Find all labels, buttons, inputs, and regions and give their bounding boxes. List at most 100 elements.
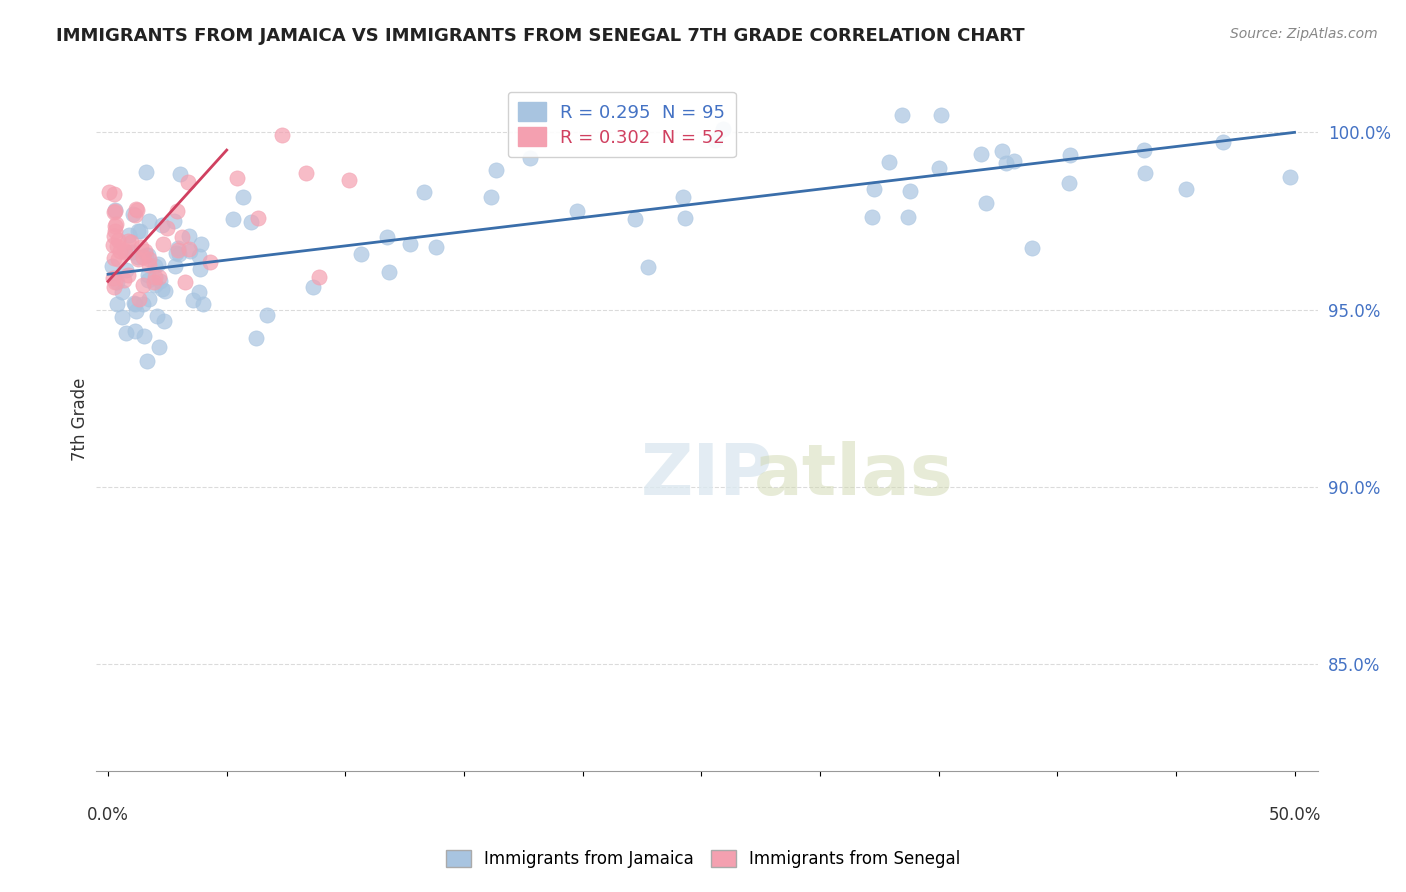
Point (991, 145, 1014, 159)
Point (1057, 176, 1080, 190)
Point (179, 244, 201, 259)
Point (134, 329, 156, 343)
Point (124, 324, 146, 338)
Point (295, 166, 318, 180)
Point (302, 280, 325, 294)
Point (1278, 170, 1301, 185)
Point (1021, 241, 1043, 255)
Point (111, 310, 134, 325)
Point (111, 285, 134, 300)
Point (124, 297, 146, 311)
Point (129, 224, 152, 238)
Point (127, 224, 149, 238)
Point (860, 211, 883, 225)
Point (166, 203, 188, 218)
Point (108, 244, 131, 259)
Point (104, 224, 127, 238)
Point (929, 108, 952, 122)
Point (969, 147, 991, 161)
Point (148, 269, 170, 284)
Point (1059, 148, 1081, 162)
Point (114, 245, 136, 260)
Point (103, 238, 125, 252)
Point (150, 282, 173, 296)
Point (245, 331, 267, 345)
Point (350, 247, 373, 261)
Point (104, 202, 127, 217)
Point (132, 251, 155, 265)
Text: atlas: atlas (754, 442, 953, 510)
Point (125, 202, 148, 217)
Text: Source: ZipAtlas.com: Source: ZipAtlas.com (1230, 27, 1378, 41)
Point (270, 128, 292, 143)
Point (112, 273, 135, 287)
Point (105, 238, 128, 252)
Point (240, 215, 263, 229)
Point (375, 230, 398, 244)
Point (193, 297, 215, 311)
Point (637, 260, 659, 275)
Point (163, 214, 186, 228)
Point (225, 171, 247, 186)
Point (188, 262, 211, 277)
Point (673, 211, 696, 226)
Point (117, 234, 139, 248)
Point (485, 162, 508, 177)
Point (104, 275, 127, 289)
Text: 0.0%: 0.0% (87, 806, 129, 824)
Point (169, 167, 191, 181)
Point (623, 212, 645, 227)
Point (103, 187, 125, 202)
Point (105, 217, 128, 231)
Point (190, 237, 212, 252)
Point (974, 196, 997, 211)
Point (104, 203, 127, 218)
Point (181, 293, 204, 307)
Point (170, 230, 193, 244)
Point (135, 248, 157, 262)
Point (101, 260, 124, 274)
Point (519, 151, 541, 165)
Point (703, 133, 725, 147)
Point (898, 185, 921, 199)
Point (103, 228, 125, 243)
Point (143, 269, 166, 284)
Point (145, 310, 167, 324)
Point (166, 243, 188, 257)
Point (153, 314, 176, 328)
Point (122, 296, 145, 310)
Point (165, 259, 187, 273)
Point (928, 161, 950, 176)
Point (890, 108, 912, 122)
Point (479, 190, 502, 204)
Point (136, 248, 159, 262)
Point (167, 247, 190, 261)
Point (152, 236, 174, 251)
Point (98, 185, 121, 199)
Point (711, 122, 734, 136)
Point (125, 304, 148, 318)
Point (177, 175, 200, 189)
Point (308, 270, 330, 285)
Point (672, 190, 695, 204)
Legend: Immigrants from Jamaica, Immigrants from Senegal: Immigrants from Jamaica, Immigrants from… (439, 843, 967, 875)
Point (232, 190, 254, 204)
Point (132, 297, 155, 311)
Point (1212, 135, 1234, 149)
Text: ZIP: ZIP (641, 442, 773, 510)
Point (138, 258, 160, 272)
Point (132, 278, 155, 293)
Point (115, 326, 138, 340)
Point (120, 235, 142, 250)
Point (378, 264, 401, 278)
Point (138, 292, 160, 306)
Y-axis label: 7th Grade: 7th Grade (72, 378, 89, 461)
Point (198, 254, 221, 268)
Point (174, 275, 197, 289)
Point (105, 275, 128, 289)
Point (115, 263, 138, 277)
Point (127, 250, 149, 264)
Point (134, 244, 156, 258)
Text: IMMIGRANTS FROM JAMAICA VS IMMIGRANTS FROM SENEGAL 7TH GRADE CORRELATION CHART: IMMIGRANTS FROM JAMAICA VS IMMIGRANTS FR… (56, 27, 1025, 45)
Point (863, 181, 886, 195)
